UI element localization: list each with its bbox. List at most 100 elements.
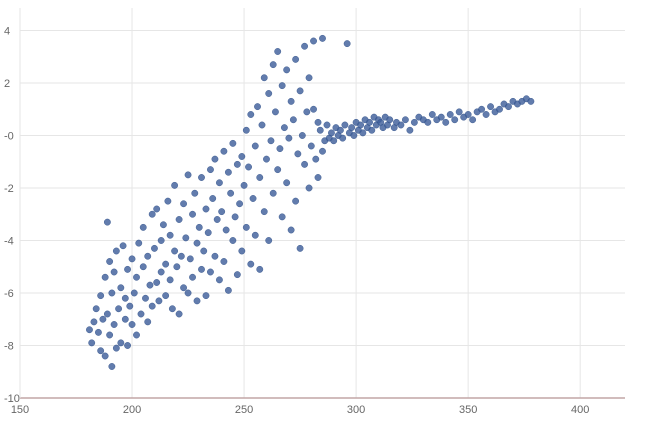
scatter-point	[133, 273, 140, 281]
scatter-point	[242, 126, 250, 134]
scatter-point	[428, 111, 436, 118]
scatter-point	[99, 315, 107, 323]
scatter-point	[101, 352, 109, 360]
scatter-point	[164, 197, 172, 205]
scatter-point	[245, 163, 252, 171]
scatter-point	[328, 129, 335, 137]
scatter-point	[343, 40, 351, 48]
scatter-point	[310, 37, 317, 45]
scatter-point	[106, 331, 114, 339]
scatter-point	[216, 179, 223, 187]
scatter-point	[90, 318, 98, 326]
scatter-point	[204, 229, 212, 237]
scatter-point	[162, 260, 170, 268]
scatter-point	[112, 247, 120, 255]
scatter-point	[469, 116, 477, 124]
scatter-point	[455, 108, 463, 116]
scatter-point	[135, 239, 143, 247]
scatter-point	[157, 237, 165, 244]
scatter-point	[175, 216, 183, 223]
scatter-point	[148, 210, 156, 218]
scatter-point	[314, 118, 322, 126]
scatter-point	[464, 111, 472, 118]
scatter-point	[151, 244, 158, 252]
scatter-point	[139, 223, 147, 231]
scatter-point	[168, 305, 176, 313]
scatter-point	[269, 61, 277, 69]
scatter-point	[86, 326, 93, 334]
scatter-point	[249, 195, 257, 202]
y-tick-label: -10	[4, 393, 20, 405]
scatter-point	[265, 237, 273, 244]
scatter-point	[339, 134, 347, 142]
scatter-point	[224, 168, 232, 176]
scatter-point	[256, 174, 264, 181]
scatter-point	[402, 116, 409, 124]
scatter-point	[424, 118, 432, 126]
scatter-point	[274, 166, 282, 174]
scatter-point	[202, 205, 210, 213]
scatter-point	[312, 155, 320, 163]
scatter-point	[368, 126, 376, 134]
scatter-point	[254, 103, 261, 111]
scatter-point	[238, 153, 246, 160]
scatter-point	[155, 297, 163, 305]
scatter-point	[139, 263, 147, 271]
y-tick-label: 2	[4, 78, 10, 90]
scatter-point	[207, 166, 214, 174]
y-tick-label: -2	[4, 183, 14, 195]
scatter-point	[305, 74, 313, 82]
scatter-point	[348, 124, 356, 132]
scatter-point	[213, 216, 221, 223]
scatter-point	[274, 48, 282, 55]
scatter-point	[446, 111, 454, 118]
y-tick-label: -0	[4, 131, 14, 143]
scatter-point	[112, 344, 120, 352]
scatter-point	[207, 268, 214, 276]
scatter-point	[189, 273, 196, 281]
scatter-point	[276, 145, 284, 153]
scatter-point	[242, 223, 250, 231]
scatter-point	[173, 263, 181, 271]
scatter-point	[193, 297, 201, 305]
scatter-point	[137, 310, 145, 318]
scatter-point	[108, 289, 116, 297]
scatter-point	[256, 265, 264, 273]
scatter-point	[130, 289, 138, 297]
scatter-point	[323, 121, 331, 129]
scatter-point	[97, 292, 105, 300]
scatter-point	[301, 42, 308, 50]
scatter-point	[251, 142, 259, 150]
scatter-point	[124, 342, 131, 349]
scatter-point	[148, 302, 156, 310]
scatter-point	[229, 139, 237, 147]
scatter-point	[142, 294, 149, 302]
scatter-point	[341, 121, 349, 129]
scatter-point	[278, 213, 286, 221]
scatter-point	[224, 286, 232, 294]
axes	[19, 8, 625, 399]
tick-labels: -10 -8 -6 -4 -2 -0 2 4 150 200 250 300 350 400	[4, 26, 589, 417]
scatter-point	[180, 284, 187, 292]
scatter-point	[128, 321, 136, 328]
y-tick-label: -6	[4, 288, 14, 300]
scatter-point	[153, 205, 161, 213]
scatter-point	[103, 218, 111, 226]
scatter-point	[251, 231, 259, 239]
scatter-point	[124, 265, 131, 273]
scatter-point	[184, 289, 192, 297]
scatter-point	[296, 87, 304, 95]
scatter-point	[410, 118, 418, 126]
scatter-point	[267, 137, 275, 145]
scatter-point	[236, 200, 243, 208]
scatter-point	[121, 294, 129, 302]
scatter-point	[229, 237, 237, 244]
scatter-point	[211, 155, 219, 163]
scatter-point	[233, 160, 241, 168]
data-points	[86, 34, 535, 370]
scatter-point	[119, 242, 127, 250]
scatter-point	[211, 252, 219, 260]
scatter-point	[278, 82, 286, 90]
